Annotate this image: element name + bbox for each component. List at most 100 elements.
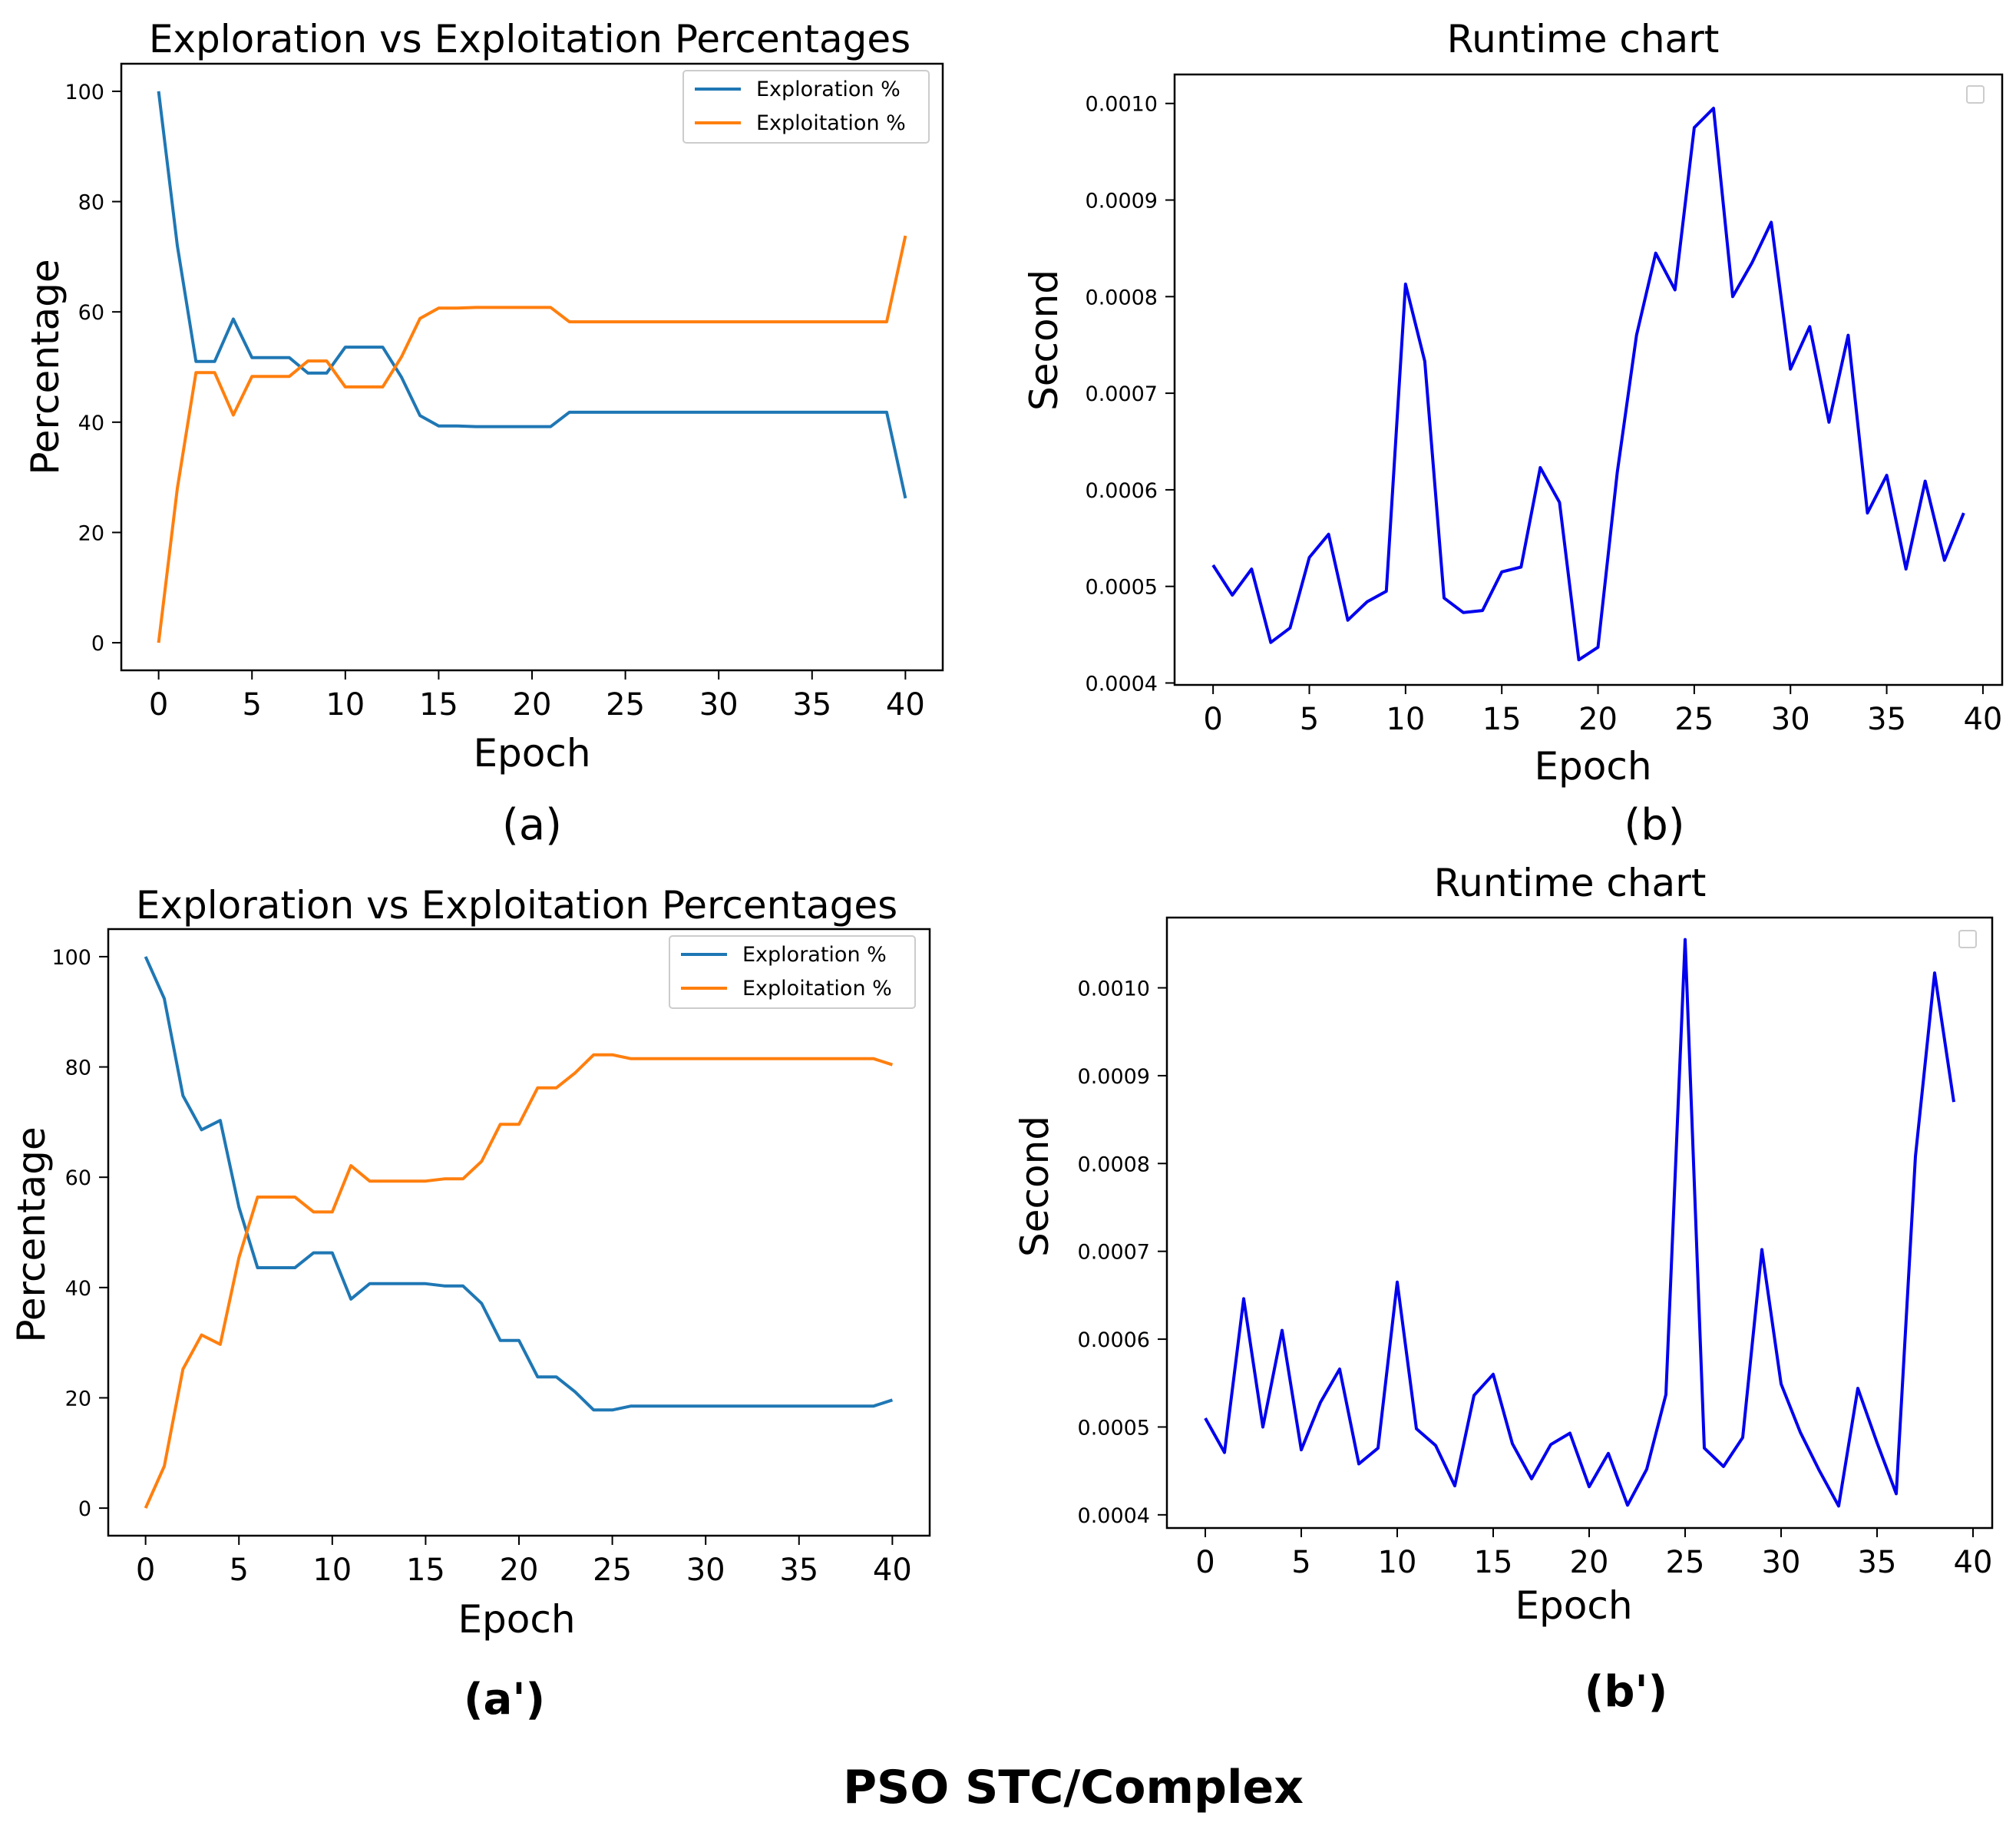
chart-a-legend-label-exploration: Exploration % bbox=[756, 78, 901, 101]
chart-a-x-tick-label: 30 bbox=[699, 687, 739, 723]
chart-b-prime-x-tick-label: 15 bbox=[1474, 1545, 1513, 1580]
chart-b-y-tick-label: 0.0010 bbox=[1086, 93, 1158, 117]
chart-a-legend-label-exploitation: Exploitation % bbox=[756, 111, 906, 135]
chart-a-y-tick-label: 0 bbox=[91, 632, 104, 656]
chart-a-prime-series-line-exploration bbox=[144, 956, 894, 1412]
chart-a-y-tick-label: 100 bbox=[64, 81, 104, 104]
chart-b-y-ticks: 0.0004 0.0005 0.0006 0.0007 0.0008 0.0009 0.00… bbox=[1086, 93, 1175, 696]
chart-a-y-axis-label: Percentage bbox=[23, 259, 68, 475]
chart-a-prime-y-ticks: 0 20 40 60 80 100 bbox=[51, 946, 108, 1521]
chart-b-x-tick-label: 30 bbox=[1771, 702, 1810, 737]
chart-a-title: Exploration vs Exploitation Percentages bbox=[149, 17, 911, 61]
chart-b-y-tick-label: 0.0009 bbox=[1086, 190, 1158, 213]
chart-b-x-tick-label: 10 bbox=[1386, 702, 1425, 737]
chart-b-prime-x-tick-label: 25 bbox=[1666, 1545, 1705, 1580]
chart-a-prime-exploration-vs-exploitation: Exploration vs Exploitation Percentages … bbox=[9, 883, 931, 1725]
chart-b-prime-empty-legend bbox=[1958, 930, 1977, 948]
panel-label-b: (b) bbox=[1624, 800, 1684, 850]
chart-a-series-line-exploration bbox=[157, 91, 907, 499]
figure-footer-caption: PSO STC/Complex bbox=[843, 1761, 1304, 1814]
chart-a-prime-x-tick-label: 40 bbox=[873, 1553, 912, 1588]
chart-a-x-tick-label: 10 bbox=[326, 687, 365, 723]
chart-b-prime-y-tick-label: 0.0009 bbox=[1078, 1065, 1150, 1089]
chart-a-y-tick-label: 20 bbox=[78, 521, 104, 545]
chart-b-prime-y-tick-label: 0.0004 bbox=[1078, 1504, 1150, 1528]
chart-b-prime-x-tick-label: 40 bbox=[1954, 1545, 1993, 1580]
chart-a-prime-legend-label-exploitation: Exploitation % bbox=[742, 977, 892, 1000]
chart-b-prime-title: Runtime chart bbox=[1434, 861, 1707, 905]
chart-a-series-line-exploitation bbox=[157, 235, 907, 643]
panel-label-a: (a) bbox=[502, 800, 562, 850]
chart-b-plot-frame bbox=[1173, 73, 2004, 686]
chart-b-y-tick-label: 0.0006 bbox=[1086, 479, 1158, 503]
chart-a-x-tick-label: 25 bbox=[606, 687, 645, 723]
chart-a-prime-y-axis-label: Percentage bbox=[9, 1126, 54, 1342]
chart-a-prime-title: Exploration vs Exploitation Percentages bbox=[136, 883, 897, 928]
chart-a-series-lines bbox=[157, 91, 907, 643]
chart-a-y-tick-label: 40 bbox=[78, 412, 104, 435]
panel-label-a-prime: (a') bbox=[464, 1675, 545, 1725]
chart-b-y-axis-label: Second bbox=[1022, 270, 1066, 411]
chart-b-prime-y-tick-label: 0.0006 bbox=[1078, 1328, 1150, 1352]
chart-a-prime-y-tick-label: 100 bbox=[51, 946, 91, 970]
chart-a-prime-y-tick-label: 20 bbox=[65, 1387, 91, 1411]
chart-a-x-tick-label: 5 bbox=[243, 687, 262, 723]
chart-b-prime-x-tick-label: 30 bbox=[1762, 1545, 1801, 1580]
chart-a-prime-legend-box bbox=[669, 935, 916, 1009]
chart-b-y-tick-label: 0.0005 bbox=[1086, 576, 1158, 600]
chart-a-x-tick-label: 40 bbox=[886, 687, 925, 723]
chart-b-prime-y-axis-label: Second bbox=[1013, 1116, 1057, 1257]
chart-b-prime-y-ticks: 0.0004 0.0005 0.0006 0.0007 0.0008 0.0009 0.00… bbox=[1078, 977, 1167, 1528]
chart-a-prime-plot-frame bbox=[107, 928, 931, 1537]
chart-b-prime-x-tick-label: 20 bbox=[1570, 1545, 1609, 1580]
chart-a-prime-x-tick-label: 30 bbox=[686, 1553, 725, 1588]
chart-b-prime-x-tick-label: 10 bbox=[1378, 1545, 1417, 1580]
chart-a-x-tick-label: 0 bbox=[149, 687, 168, 723]
chart-a-exploration-vs-exploitation: Exploration vs Exploitation Percentages … bbox=[23, 17, 944, 850]
chart-a-y-ticks: 0 20 40 60 80 100 bbox=[64, 81, 121, 656]
chart-b-x-ticks: 0 5 10 15 20 25 30 35 40 bbox=[1203, 685, 2002, 737]
chart-b-x-tick-label: 20 bbox=[1578, 702, 1618, 737]
chart-b-prime-x-axis-label: Epoch bbox=[1515, 1583, 1632, 1628]
chart-a-y-tick-label: 80 bbox=[78, 191, 104, 215]
chart-b-series-lines bbox=[1211, 107, 1965, 662]
chart-a-prime-x-axis-label: Epoch bbox=[458, 1597, 575, 1642]
chart-a-plot-frame bbox=[120, 62, 944, 672]
panel-label-b-prime: (b') bbox=[1585, 1667, 1667, 1717]
chart-a-prime-y-tick-label: 60 bbox=[65, 1166, 91, 1190]
chart-b-prime-y-tick-label: 0.0008 bbox=[1078, 1153, 1150, 1176]
chart-a-prime-x-tick-label: 10 bbox=[312, 1553, 352, 1588]
chart-b-prime-series-lines bbox=[1204, 938, 1955, 1508]
chart-a-prime-legend-label-exploration: Exploration % bbox=[742, 943, 887, 967]
chart-a-prime-x-tick-label: 20 bbox=[500, 1553, 539, 1588]
chart-b-prime-runtime-chart: Runtime chart 0.0004 0.0005 0.0006 0.0007 0.… bbox=[1013, 861, 1994, 1717]
chart-a-x-tick-label: 35 bbox=[792, 687, 831, 723]
chart-b-x-tick-label: 5 bbox=[1300, 702, 1319, 737]
chart-b-y-tick-label: 0.0004 bbox=[1086, 672, 1158, 696]
chart-b-prime-x-ticks: 0 5 10 15 20 25 30 35 40 bbox=[1195, 1528, 1992, 1580]
chart-a-x-axis-label: Epoch bbox=[473, 731, 590, 776]
chart-b-prime-x-tick-label: 0 bbox=[1195, 1545, 1215, 1580]
chart-b-prime-x-tick-label: 35 bbox=[1858, 1545, 1897, 1580]
chart-b-title: Runtime chart bbox=[1447, 17, 1720, 61]
chart-a-prime-x-tick-label: 35 bbox=[779, 1553, 818, 1588]
chart-b-x-tick-label: 40 bbox=[1963, 702, 2002, 737]
chart-a-prime-x-tick-label: 15 bbox=[406, 1553, 445, 1588]
chart-b-prime-x-tick-label: 5 bbox=[1291, 1545, 1310, 1580]
chart-a-legend-box bbox=[682, 70, 930, 144]
chart-a-prime-y-tick-label: 80 bbox=[65, 1057, 91, 1080]
chart-b-x-tick-label: 25 bbox=[1674, 702, 1714, 737]
chart-b-y-tick-label: 0.0007 bbox=[1086, 382, 1158, 406]
chart-b-prime-y-tick-label: 0.0005 bbox=[1078, 1416, 1150, 1440]
chart-a-prime-x-tick-label: 5 bbox=[230, 1553, 249, 1588]
chart-b-x-tick-label: 0 bbox=[1203, 702, 1222, 737]
chart-a-y-tick-label: 60 bbox=[78, 301, 104, 325]
chart-a-legend: Exploration % Exploitation % bbox=[682, 70, 930, 144]
chart-b-y-tick-label: 0.0008 bbox=[1086, 286, 1158, 309]
chart-a-x-ticks: 0 5 10 15 20 25 30 35 40 bbox=[149, 670, 925, 723]
chart-b-prime-y-tick-label: 0.0007 bbox=[1078, 1241, 1150, 1265]
chart-b-prime-series-line-runtime bbox=[1204, 938, 1955, 1508]
chart-b-series-line-runtime bbox=[1211, 107, 1965, 662]
chart-a-prime-series-lines bbox=[144, 956, 894, 1509]
